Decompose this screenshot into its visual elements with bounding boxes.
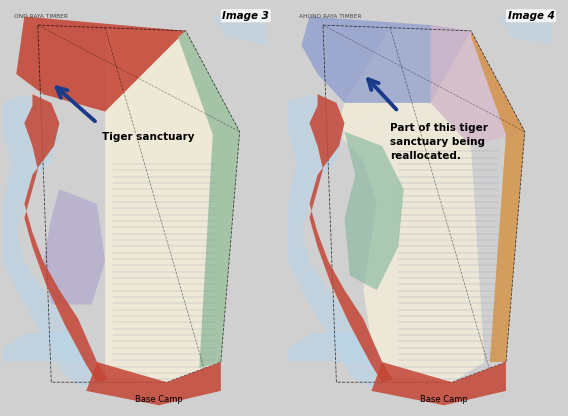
Text: AHOND RAYA TIMBER: AHOND RAYA TIMBER: [299, 14, 361, 19]
Polygon shape: [3, 94, 105, 391]
Text: OND RAYA TIMBER: OND RAYA TIMBER: [14, 14, 68, 19]
Polygon shape: [336, 28, 471, 132]
Polygon shape: [371, 362, 506, 405]
Polygon shape: [43, 189, 105, 305]
Polygon shape: [498, 17, 552, 45]
Text: Base Camp: Base Camp: [420, 395, 468, 404]
Text: Image 4: Image 4: [508, 11, 554, 21]
Polygon shape: [3, 333, 97, 371]
Polygon shape: [344, 132, 404, 290]
Polygon shape: [24, 94, 108, 382]
Polygon shape: [97, 28, 240, 382]
Polygon shape: [310, 94, 393, 382]
Text: Image 3: Image 3: [223, 11, 269, 21]
Text: Base Camp: Base Camp: [135, 395, 183, 404]
Polygon shape: [431, 25, 525, 146]
Polygon shape: [288, 94, 390, 391]
Text: Part of this tiger
sanctuary being
reallocated.: Part of this tiger sanctuary being reall…: [390, 123, 488, 161]
Polygon shape: [86, 362, 221, 405]
Polygon shape: [302, 17, 471, 103]
Polygon shape: [178, 31, 240, 368]
Polygon shape: [16, 17, 186, 111]
Polygon shape: [288, 333, 382, 371]
Polygon shape: [213, 17, 266, 45]
Polygon shape: [336, 103, 485, 382]
Text: Tiger sanctuary: Tiger sanctuary: [102, 132, 195, 142]
Polygon shape: [471, 31, 525, 362]
